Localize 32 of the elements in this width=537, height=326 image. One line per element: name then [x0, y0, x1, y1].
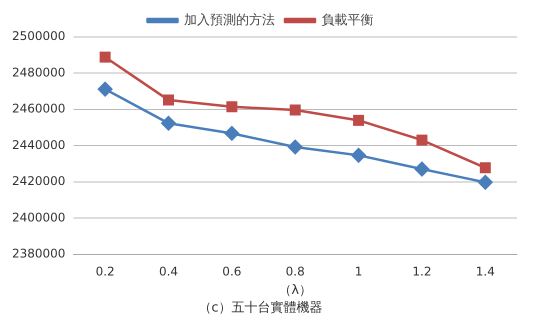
y-tick-label: 2440000 — [12, 138, 66, 152]
point — [480, 162, 491, 174]
x-tick-label: 1.2 — [412, 264, 432, 279]
point — [353, 114, 364, 126]
x-tick-label: 0.8 — [286, 264, 305, 279]
x-tick-label: 1 — [354, 264, 362, 279]
y-tick-label: 2500000 — [12, 29, 66, 44]
point — [288, 140, 302, 154]
point — [100, 52, 111, 63]
point — [414, 162, 430, 176]
legend-label: 負載平衡 — [322, 12, 374, 28]
point — [163, 94, 174, 106]
y-tick-label: 2400000 — [12, 210, 66, 224]
point — [290, 104, 301, 116]
x-tick-label: 0.4 — [158, 264, 178, 279]
point — [161, 116, 176, 130]
x-tick-label: 1.4 — [476, 264, 495, 279]
point — [226, 101, 238, 112]
point — [416, 134, 428, 146]
point — [224, 126, 240, 141]
y-tick-label: 2420000 — [12, 174, 66, 188]
x-axis-title: （λ） — [278, 282, 312, 298]
point — [478, 175, 493, 190]
point — [351, 148, 366, 163]
x-tick-label: 0.2 — [96, 264, 115, 279]
y-tick-label: 2460000 — [12, 102, 66, 116]
legend-label: 加入預測的方法 — [184, 12, 275, 28]
x-tick-label: 0.6 — [222, 264, 242, 279]
y-tick-label: 2380000 — [12, 246, 66, 261]
text: （c）五十台實體機器 — [198, 300, 323, 316]
y-tick-label: 2480000 — [12, 65, 66, 80]
point — [98, 82, 112, 96]
